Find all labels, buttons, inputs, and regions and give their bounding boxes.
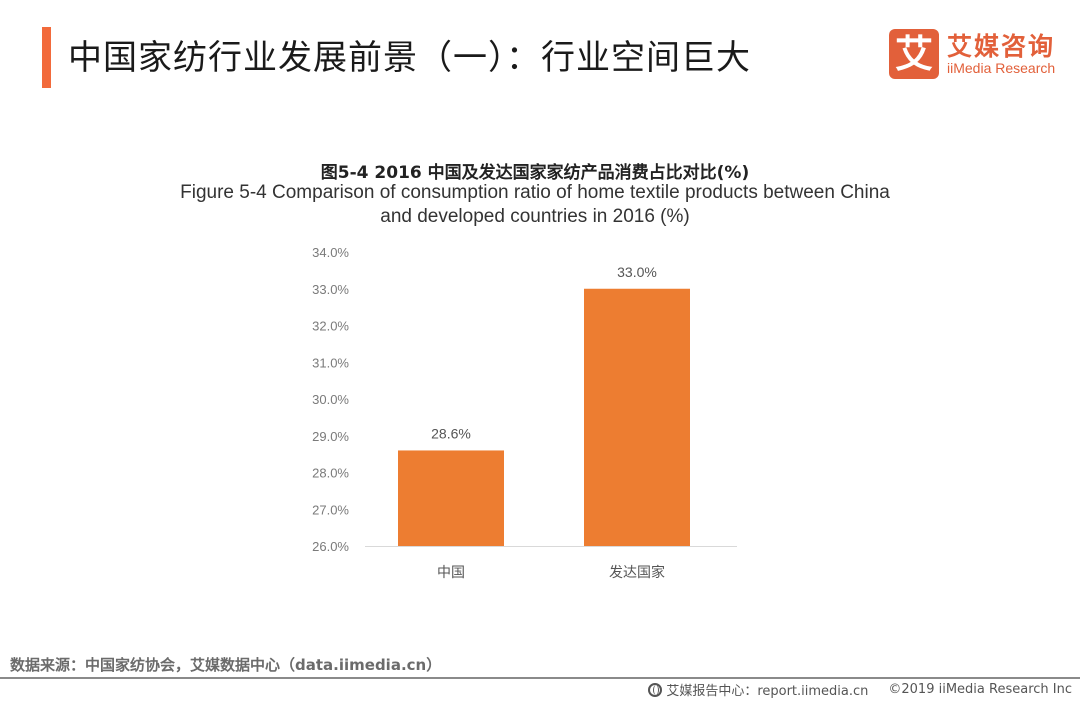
y-tick-label: 26.0% [312,539,349,554]
iimedia-logo: 艾 艾媒咨询 iiMedia Research [889,29,1069,81]
footer: 艾媒报告中心：report.iimedia.cn ©2019 iiMedia R… [648,680,1072,699]
data-label: 33.0% [617,264,657,280]
y-tick-label: 28.0% [312,466,349,481]
y-axis-ticks: 26.0% 27.0% 28.0% 29.0% 30.0% 31.0% 32.0% 33.0%… [312,245,349,554]
page-title: 中国家纺行业发展前景（一）：行业空间巨大 [68,38,751,78]
report-center-link[interactable]: 艾媒报告中心：report.iimedia.cn [666,684,869,699]
title-accent-bar [42,27,51,88]
y-tick-label: 29.0% [312,429,349,444]
y-tick-label: 33.0% [312,282,349,297]
y-tick-label: 34.0% [312,245,349,260]
bar [584,288,690,546]
logo-name-cn: 艾媒咨询 [947,32,1056,61]
category-labels: 中国 发达国家 [437,564,665,581]
category-label: 发达国家 [609,564,665,581]
chart-title-en-line1: Figure 5-4 Comparison of consumption rat… [180,182,890,203]
data-source: 数据来源：中国家纺协会，艾媒数据中心（data.iimedia.cn） [10,656,442,674]
copyright: ©2019 iiMedia Research Inc [888,682,1072,697]
footer-divider [0,677,1080,679]
globe-icon [648,682,663,697]
y-tick-label: 30.0% [312,392,349,407]
y-tick-label: 31.0% [312,355,349,370]
chart-title-cn: 图5-4 2016 中国及发达国家家纺产品消费占比对比(%) [320,163,750,183]
bars: 28.6% 33.0% [398,264,690,546]
data-label: 28.6% [431,425,471,441]
y-tick-label: 32.0% [312,319,349,334]
logo-mark-icon: 艾 [889,29,939,79]
bar [398,450,504,546]
logo-name-en: iiMedia Research [947,60,1056,76]
y-tick-label: 27.0% [312,502,349,517]
category-label: 中国 [437,565,465,581]
chart-title-en-line2: and developed countries in 2016 (%) [380,206,690,227]
